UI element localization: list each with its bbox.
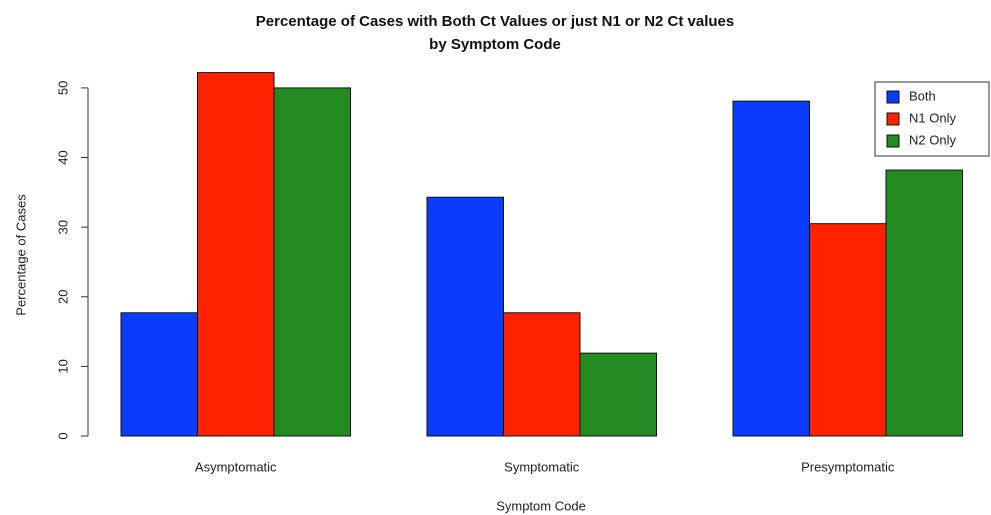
y-axis-label: Percentage of Cases <box>13 194 28 316</box>
chart-title: by Symptom Code <box>429 36 561 53</box>
bar <box>885 169 963 437</box>
bar <box>197 72 275 437</box>
legend-label: Both <box>909 88 936 103</box>
bar <box>732 100 810 437</box>
legend-label: N1 Only <box>909 110 956 125</box>
x-tick-label: Presymptomatic <box>801 459 895 474</box>
legend-swatch <box>886 134 900 148</box>
legend-label: N2 Only <box>909 132 956 147</box>
bar <box>120 312 198 437</box>
y-tick-label: 40 <box>55 150 70 164</box>
chart-title: Percentage of Cases with Both Ct Values … <box>256 13 734 30</box>
y-tick-label: 20 <box>55 290 70 304</box>
y-tick-label: 50 <box>55 81 70 95</box>
x-axis-label: Symptom Code <box>496 498 586 513</box>
bar <box>809 223 887 437</box>
y-tick-label: 10 <box>55 359 70 373</box>
legend-swatch <box>886 112 900 126</box>
x-tick-label: Symptomatic <box>504 459 580 474</box>
y-tick-label: 30 <box>55 220 70 234</box>
bar <box>579 352 657 437</box>
x-tick-label: Asymptomatic <box>195 459 277 474</box>
legend-swatch <box>886 90 900 104</box>
bar <box>503 312 581 437</box>
bar <box>426 196 504 437</box>
bar <box>273 87 351 437</box>
y-tick-label: 0 <box>55 432 70 439</box>
